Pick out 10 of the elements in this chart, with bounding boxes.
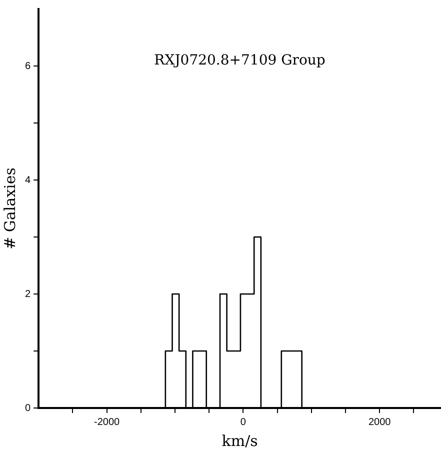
x-tick-label: 2000 — [368, 416, 392, 428]
y-tick-label: 4 — [25, 174, 31, 186]
x-tick-label: -2000 — [94, 416, 120, 428]
x-axis-title: km/s — [222, 432, 258, 450]
text: RXJ0720.8+7109 Group — [154, 52, 326, 69]
y-axis-title: # Galaxies — [0, 168, 19, 250]
y-tick-label: 0 — [25, 402, 31, 414]
x-tick-label: 0 — [240, 416, 246, 428]
y-tick-label: 2 — [25, 288, 31, 300]
y-tick-label: 6 — [25, 60, 31, 72]
